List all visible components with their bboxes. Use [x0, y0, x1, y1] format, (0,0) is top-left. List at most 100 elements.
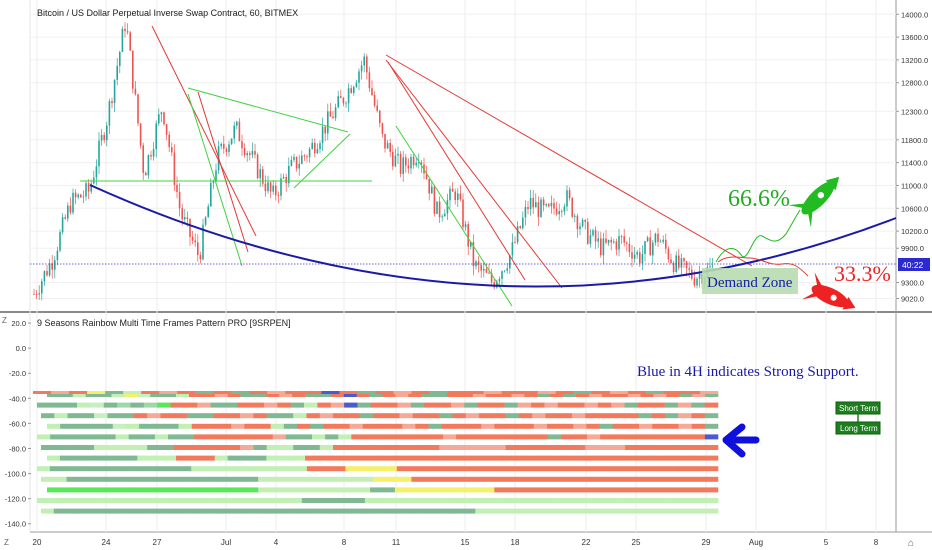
- candle-body: [314, 142, 316, 154]
- heatmap-cell: [599, 423, 614, 429]
- heatmap-cell: [226, 445, 241, 450]
- candle-body: [688, 268, 690, 270]
- heatmap-cell: [511, 392, 525, 397]
- bottom-left-scale-icon[interactable]: Z: [4, 538, 9, 547]
- heatmap-cell: [383, 466, 398, 472]
- heatmap-cell: [534, 434, 549, 440]
- heatmap-cell: [165, 423, 179, 429]
- trendline-red-5: [387, 61, 526, 281]
- candle-body: [264, 183, 267, 192]
- indicator-tick-label: 20.0: [11, 319, 26, 328]
- heatmap-cell: [319, 445, 334, 450]
- heatmap-cell: [303, 391, 322, 394]
- candle-body: [418, 162, 420, 164]
- heatmap-cell: [79, 508, 93, 514]
- heatmap-cell: [349, 423, 364, 429]
- heatmap-cell: [640, 455, 654, 461]
- long-term-badge[interactable]: [835, 421, 881, 435]
- heatmap-cell: [75, 466, 89, 472]
- heatmap-cell: [231, 423, 245, 429]
- heatmap-cell: [107, 445, 121, 450]
- blue-arrow-icon: [722, 423, 760, 458]
- candle-body: [678, 255, 680, 268]
- heatmap-cell: [370, 402, 385, 408]
- heatmap-cell: [213, 445, 228, 450]
- heatmap-cell: [611, 413, 626, 419]
- support-curve: [89, 184, 897, 288]
- heatmap-cell: [345, 466, 359, 472]
- heatmap-cell: [390, 498, 404, 503]
- candle-body: [256, 154, 259, 179]
- heatmap-cell: [704, 402, 719, 408]
- candle-body: [85, 183, 87, 197]
- heatmap-cell: [257, 423, 271, 429]
- heatmap-cell: [597, 402, 612, 408]
- heatmap-cell: [216, 466, 231, 472]
- heatmap-cell: [204, 466, 218, 472]
- candle-body: [124, 28, 126, 32]
- heatmap-cell: [410, 402, 425, 408]
- candle-body: [613, 241, 615, 243]
- heatmap-cell: [147, 445, 161, 450]
- trendline-green-2: [293, 133, 351, 189]
- heatmap-cell: [526, 476, 540, 482]
- heatmap-cell: [339, 498, 353, 503]
- candle-body: [592, 230, 594, 236]
- heatmap-cell: [338, 434, 352, 440]
- heatmap-cell: [472, 392, 487, 397]
- heatmap-cell: [627, 392, 641, 397]
- candle-body: [119, 51, 121, 66]
- heatmap-cell: [283, 487, 296, 493]
- heatmap-cell: [550, 392, 564, 397]
- heatmap-cell: [479, 413, 493, 419]
- heatmap-cell: [187, 413, 201, 419]
- indicator-pane[interactable]: [30, 313, 896, 530]
- heatmap-cell: [76, 434, 90, 440]
- heatmap-cell: [628, 508, 642, 514]
- candle-body: [98, 140, 100, 167]
- heatmap-cell: [117, 476, 131, 482]
- candle-body: [462, 199, 464, 228]
- heatmap-cell: [377, 434, 391, 440]
- left-scale-icon[interactable]: Z: [2, 316, 7, 325]
- heatmap-cell: [292, 455, 306, 461]
- heatmap-cell: [402, 498, 416, 503]
- heatmap-cell: [59, 487, 73, 493]
- candle-body: [407, 165, 410, 169]
- heatmap-cell: [395, 455, 409, 461]
- candle-body: [529, 197, 532, 210]
- rainbow-heatmap: [33, 391, 719, 514]
- heatmap-cell: [183, 487, 197, 493]
- candle-body: [176, 184, 178, 192]
- heatmap-cell: [586, 423, 600, 429]
- heatmap-cell: [507, 423, 521, 429]
- candle-body: [191, 236, 194, 241]
- heatmap-cell: [66, 476, 80, 482]
- heatmap-cell: [544, 402, 559, 408]
- candle-body: [126, 31, 129, 33]
- heatmap-cell: [242, 466, 256, 472]
- heatmap-cell: [50, 434, 64, 440]
- candle-body: [410, 156, 412, 169]
- home-icon[interactable]: ⌂: [908, 538, 914, 549]
- heatmap-cell: [461, 466, 475, 472]
- heatmap-cell: [54, 413, 68, 419]
- heatmap-cell: [415, 498, 429, 503]
- heatmap-cell: [293, 445, 307, 450]
- heatmap-cell: [285, 391, 304, 394]
- heatmap-cell: [666, 476, 680, 482]
- heatmap-cell: [188, 392, 203, 397]
- candle-body: [639, 252, 641, 264]
- candle-body: [532, 197, 534, 208]
- candle-body: [600, 238, 602, 256]
- heatmap-cell: [295, 487, 309, 493]
- candle-body: [615, 241, 618, 250]
- heatmap-cell: [223, 402, 238, 408]
- candle-body: [425, 173, 428, 179]
- heatmap-cell: [357, 487, 371, 493]
- heatmap-cell: [512, 466, 526, 472]
- heatmap-cell: [244, 423, 258, 429]
- heatmap-cell: [240, 413, 254, 419]
- heatmap-cell: [317, 402, 332, 408]
